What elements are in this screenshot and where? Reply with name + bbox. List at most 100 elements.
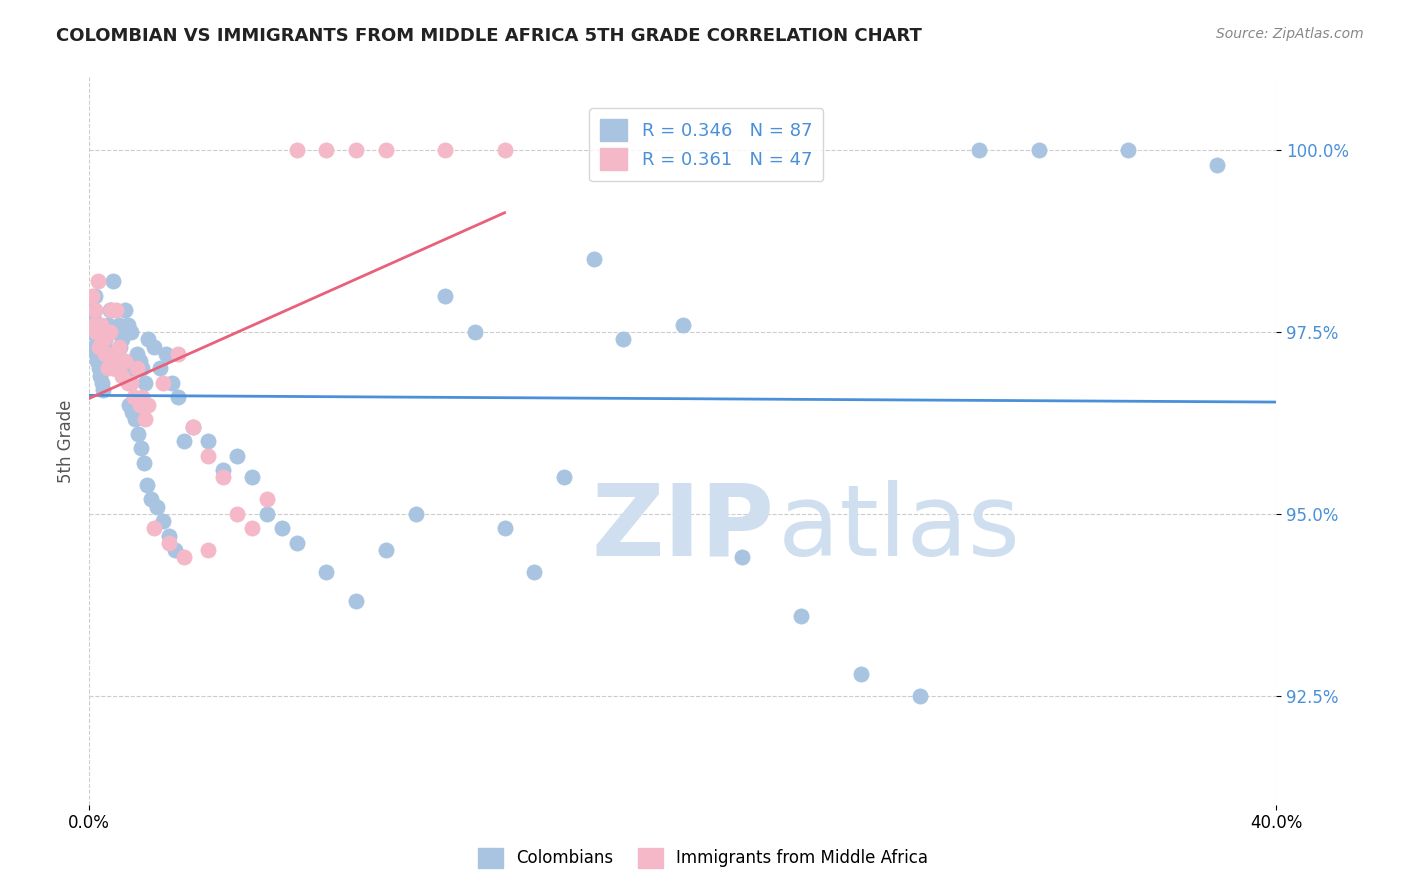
Point bbox=[197, 434, 219, 448]
Point bbox=[120, 325, 142, 339]
Point bbox=[434, 143, 457, 157]
Point bbox=[131, 361, 153, 376]
Point bbox=[405, 507, 427, 521]
Point bbox=[79, 325, 101, 339]
Point bbox=[211, 470, 233, 484]
Point bbox=[97, 361, 120, 376]
Point bbox=[211, 463, 233, 477]
Point bbox=[160, 376, 183, 390]
Point bbox=[181, 419, 204, 434]
Point bbox=[111, 332, 134, 346]
Point bbox=[374, 543, 396, 558]
Point bbox=[523, 565, 546, 579]
Point bbox=[103, 361, 125, 376]
Point bbox=[107, 318, 129, 332]
Point bbox=[118, 398, 141, 412]
Point bbox=[315, 565, 337, 579]
Point bbox=[908, 689, 931, 703]
Point bbox=[125, 347, 148, 361]
Point bbox=[731, 550, 754, 565]
Point bbox=[98, 303, 121, 318]
Point bbox=[152, 514, 174, 528]
Point bbox=[83, 339, 105, 353]
Point bbox=[98, 325, 121, 339]
Point bbox=[100, 303, 122, 318]
Point bbox=[111, 368, 134, 383]
Point bbox=[91, 332, 114, 346]
Point bbox=[256, 507, 278, 521]
Point bbox=[285, 536, 308, 550]
Point bbox=[87, 361, 110, 376]
Point bbox=[131, 391, 153, 405]
Point bbox=[146, 500, 169, 514]
Text: Source: ZipAtlas.com: Source: ZipAtlas.com bbox=[1216, 27, 1364, 41]
Text: ZIP: ZIP bbox=[591, 480, 775, 577]
Point bbox=[101, 361, 124, 376]
Point bbox=[315, 143, 337, 157]
Point bbox=[84, 347, 107, 361]
Point bbox=[434, 288, 457, 302]
Point bbox=[115, 368, 138, 383]
Point bbox=[1205, 158, 1227, 172]
Text: atlas: atlas bbox=[682, 480, 1019, 577]
Point bbox=[89, 339, 111, 353]
Point bbox=[110, 339, 132, 353]
Point bbox=[94, 347, 117, 361]
Point bbox=[134, 376, 156, 390]
Point bbox=[117, 376, 139, 390]
Point bbox=[173, 434, 195, 448]
Point bbox=[86, 325, 108, 339]
Point bbox=[114, 303, 136, 318]
Point bbox=[464, 325, 486, 339]
Point bbox=[122, 361, 145, 376]
Point bbox=[127, 426, 149, 441]
Point bbox=[86, 354, 108, 368]
Point bbox=[104, 354, 127, 368]
Point bbox=[138, 332, 160, 346]
Point bbox=[181, 419, 204, 434]
Point bbox=[143, 339, 166, 353]
Point bbox=[790, 608, 813, 623]
Point bbox=[344, 143, 367, 157]
Point bbox=[129, 442, 152, 456]
Point bbox=[128, 398, 150, 412]
Point bbox=[90, 376, 112, 390]
Point bbox=[969, 143, 991, 157]
Point bbox=[114, 354, 136, 368]
Point bbox=[83, 303, 105, 318]
Text: COLOMBIAN VS IMMIGRANTS FROM MIDDLE AFRICA 5TH GRADE CORRELATION CHART: COLOMBIAN VS IMMIGRANTS FROM MIDDLE AFRI… bbox=[56, 27, 922, 45]
Point bbox=[128, 354, 150, 368]
Point bbox=[671, 318, 693, 332]
Point bbox=[157, 528, 180, 542]
Point bbox=[112, 354, 135, 368]
Point bbox=[226, 507, 249, 521]
Point bbox=[89, 347, 111, 361]
Point bbox=[197, 543, 219, 558]
Point bbox=[90, 318, 112, 332]
Point bbox=[103, 354, 125, 368]
Point bbox=[143, 521, 166, 535]
Legend: R = 0.346   N = 87, R = 0.361   N = 47: R = 0.346 N = 87, R = 0.361 N = 47 bbox=[589, 108, 823, 181]
Point bbox=[125, 361, 148, 376]
Point bbox=[93, 332, 115, 346]
Point bbox=[82, 310, 104, 325]
Point bbox=[84, 303, 107, 318]
Point bbox=[256, 492, 278, 507]
Point bbox=[83, 318, 105, 332]
Point bbox=[101, 274, 124, 288]
Point bbox=[173, 550, 195, 565]
Point bbox=[86, 318, 108, 332]
Point bbox=[104, 303, 127, 318]
Point bbox=[149, 361, 172, 376]
Point bbox=[240, 470, 263, 484]
Point bbox=[165, 543, 187, 558]
Point bbox=[94, 332, 117, 346]
Point bbox=[80, 325, 103, 339]
Point bbox=[96, 325, 118, 339]
Point bbox=[100, 303, 122, 318]
Point bbox=[87, 274, 110, 288]
Point bbox=[155, 347, 177, 361]
Point bbox=[167, 391, 190, 405]
Point bbox=[107, 339, 129, 353]
Point bbox=[1028, 143, 1050, 157]
